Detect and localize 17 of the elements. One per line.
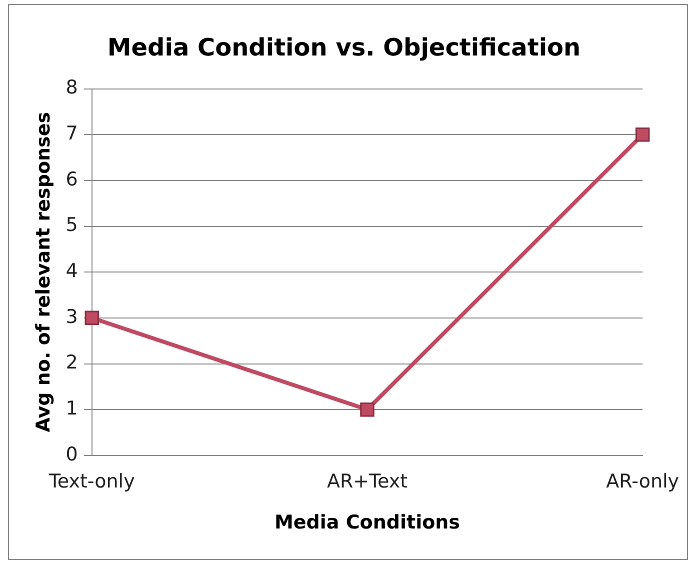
y-axis-title: Avg no. of relevant responses bbox=[32, 112, 54, 432]
y-tick-label: 1 bbox=[66, 398, 78, 420]
x-tick-label: AR+Text bbox=[326, 470, 408, 493]
point bbox=[635, 128, 650, 142]
chart-title: Media Condition vs. Objectification bbox=[107, 34, 581, 62]
point bbox=[360, 402, 374, 417]
y-tick-label: 4 bbox=[66, 260, 78, 282]
y-tick-label: 2 bbox=[66, 352, 78, 374]
x-tick-label: AR-only bbox=[606, 470, 679, 493]
x-axis-title: Media Conditions bbox=[274, 512, 460, 534]
y-tick-label: 3 bbox=[66, 306, 78, 328]
y-tick-label: 7 bbox=[66, 122, 78, 145]
y-tick-label: 8 bbox=[66, 76, 78, 99]
y-tick-label: 5 bbox=[66, 214, 78, 236]
x-tick-label: Text-only bbox=[48, 470, 135, 493]
y-tick-label: 6 bbox=[66, 168, 78, 190]
y-tick-label: 0 bbox=[66, 443, 78, 466]
